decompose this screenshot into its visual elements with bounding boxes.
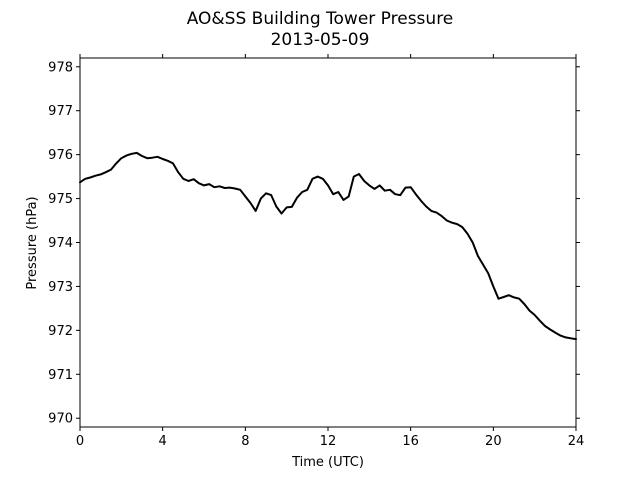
y-axis-label: Pressure (hPa) [25, 196, 40, 289]
y-tick-label: 970 [48, 412, 73, 427]
y-tick-label: 972 [48, 324, 73, 339]
axis-ticks: 0 4 8 12 16 20 24 970 971 972 973 974 975 976 977 978 [48, 54, 584, 449]
y-tick-label: 974 [48, 236, 73, 251]
plot-frame [79, 57, 577, 428]
series-layer [79, 151, 577, 341]
x-tick-label: 0 [76, 434, 84, 449]
x-tick-label: 8 [241, 434, 249, 449]
x-tick-label: 12 [320, 434, 337, 449]
y-tick-label: 978 [48, 60, 73, 75]
y-tick-label: 973 [48, 280, 73, 295]
pressure-series-line [79, 151, 577, 341]
chart-title: AO&SS Building Tower Pressure [187, 9, 454, 29]
y-tick-label: 975 [48, 192, 73, 207]
y-tick-label: 976 [48, 148, 73, 163]
x-tick-label: 4 [159, 434, 167, 449]
x-tick-label: 16 [402, 434, 419, 449]
x-tick-label: 20 [485, 434, 502, 449]
x-axis-label: Time (UTC) [291, 455, 364, 470]
y-tick-label: 977 [48, 104, 73, 119]
y-tick-label: 971 [48, 368, 73, 383]
x-tick-label: 24 [568, 434, 585, 449]
chart-subtitle: 2013-05-09 [271, 30, 370, 50]
